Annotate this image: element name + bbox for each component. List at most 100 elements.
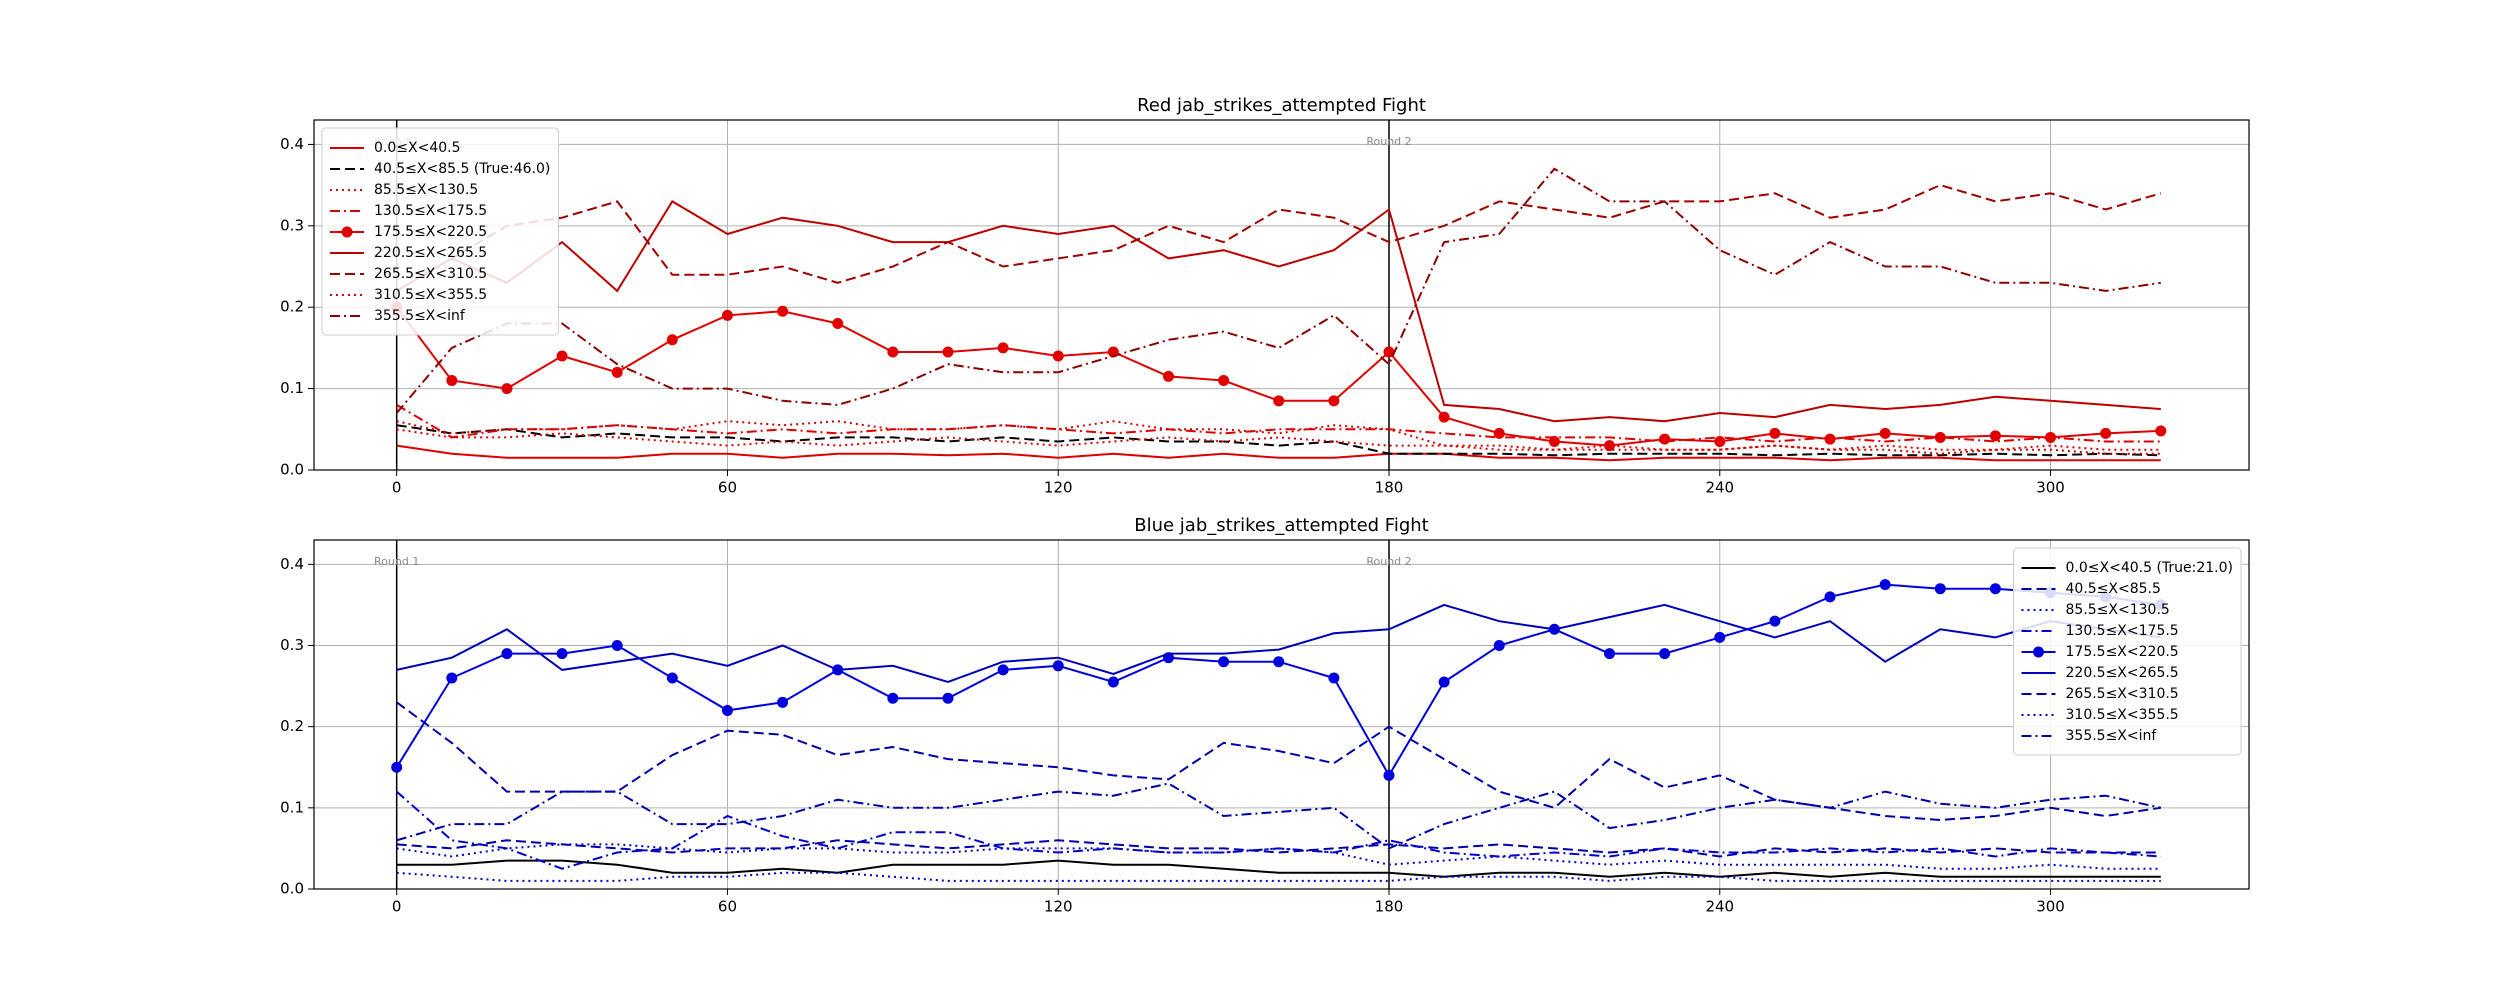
x-tick-label: 300 [2036, 898, 2065, 916]
x-tick-label: 0 [392, 479, 402, 497]
series-line [395, 583, 2161, 778]
point [1383, 346, 1395, 358]
point [1989, 430, 2001, 442]
point [1659, 648, 1671, 660]
legend-label: 220.5≤X<265.5 [2066, 665, 2179, 681]
point [1604, 648, 1616, 660]
point [721, 309, 733, 321]
series-line [396, 428, 2161, 451]
x-tick-label: 60 [718, 479, 737, 497]
series-line [396, 404, 2161, 443]
point [446, 672, 458, 684]
series-line [396, 790, 2161, 870]
point [501, 383, 513, 395]
point [1052, 660, 1064, 672]
series-line [396, 424, 2161, 457]
point [1879, 579, 1891, 591]
series-line [396, 843, 2161, 870]
legend-label: 265.5≤X<310.5 [374, 266, 487, 282]
y-tick-label: 0.1 [280, 379, 304, 397]
legend-items: 0.0≤X<40.5 40.5≤X<85.5 (True:46.0) 85.5≤X<… [330, 140, 550, 324]
point [611, 640, 623, 652]
point [666, 334, 678, 346]
point [1328, 672, 1340, 684]
series-line [395, 306, 2161, 447]
point [1714, 631, 1726, 643]
y-tick-label: 0.2 [280, 298, 304, 316]
point [1548, 436, 1560, 448]
legend-label: 355.5≤X<inf [374, 308, 466, 324]
legend-box [2013, 547, 2242, 756]
legend-marker [2033, 646, 2044, 658]
x-tick-label: 300 [2036, 479, 2065, 497]
legend-label: 85.5≤X<130.5 [2066, 602, 2170, 618]
point [611, 366, 623, 378]
chart: Blue jab_strikes_attempted Fight 0.0 0.1 0.… [280, 515, 2250, 916]
series-line [396, 701, 2161, 822]
chart-title: Blue jab_strikes_attempted Fight [1134, 515, 1428, 536]
point [1218, 374, 1230, 386]
y-tick-label: 0.4 [280, 555, 304, 573]
legend-label: 175.5≤X<220.5 [2066, 644, 2179, 660]
plot-frame [313, 119, 2250, 471]
y-tick-label: 0.3 [280, 216, 304, 234]
point [777, 696, 789, 708]
y-tick-label: 0.3 [280, 636, 304, 654]
legend: 0.0≤X<40.5 40.5≤X<85.5 (True:46.0) 85.5≤X<… [321, 127, 559, 336]
x-tick-label: 60 [718, 898, 737, 916]
point [1493, 640, 1505, 652]
y-tick-label: 0.4 [280, 135, 304, 153]
legend-items: 0.0≤X<40.5 (True:21.0) 40.5≤X<85.5 85.5≤X<… [2021, 560, 2234, 744]
series-line [396, 871, 2161, 882]
point [2100, 427, 2112, 439]
legend-marker [341, 226, 353, 238]
point [446, 374, 458, 386]
point [1273, 656, 1285, 668]
point [1438, 411, 1450, 423]
plot-area [391, 579, 2167, 882]
point [501, 648, 513, 660]
y-tick-label: 0.1 [280, 798, 304, 816]
series-line [395, 167, 2161, 414]
legend-label: 40.5≤X<85.5 (True:46.0) [374, 161, 550, 177]
point [666, 672, 678, 684]
point [1934, 431, 1946, 443]
series-line [396, 859, 2161, 878]
plot-area [391, 167, 2167, 462]
series-line [396, 839, 2161, 858]
point [1162, 370, 1174, 382]
series-line [396, 184, 2162, 292]
point [2045, 431, 2057, 443]
legend-label: 310.5≤X<355.5 [2066, 707, 2179, 723]
point [1107, 676, 1119, 688]
point [1493, 427, 1505, 439]
point [391, 761, 403, 773]
point [997, 664, 1009, 676]
point [1879, 427, 1891, 439]
legend-label: 0.0≤X<40.5 [374, 140, 461, 156]
point [721, 704, 733, 716]
round-label: Round 2 [1366, 135, 1411, 148]
x-tick-label: 0 [392, 898, 402, 916]
point [942, 346, 954, 358]
point [1604, 440, 1616, 452]
point [1218, 656, 1230, 668]
point [1824, 433, 1836, 445]
legend-label: 310.5≤X<355.5 [374, 287, 487, 303]
point [1934, 583, 1946, 595]
round-label: Round 2 [1366, 555, 1411, 568]
x-tick-label: 180 [1375, 479, 1404, 497]
legend-label: 0.0≤X<40.5 (True:21.0) [2066, 560, 2234, 576]
plot-frame [313, 539, 2250, 890]
series-line [396, 420, 2161, 455]
point [556, 350, 568, 362]
series-line [396, 444, 2161, 462]
point [887, 346, 899, 358]
legend: 0.0≤X<40.5 (True:21.0) 40.5≤X<85.5 85.5≤X<… [2013, 547, 2242, 756]
x-tick-label: 180 [1375, 898, 1404, 916]
y-tick-label: 0.0 [280, 880, 304, 898]
legend-box [321, 127, 559, 336]
x-tick-label: 120 [1044, 479, 1073, 497]
